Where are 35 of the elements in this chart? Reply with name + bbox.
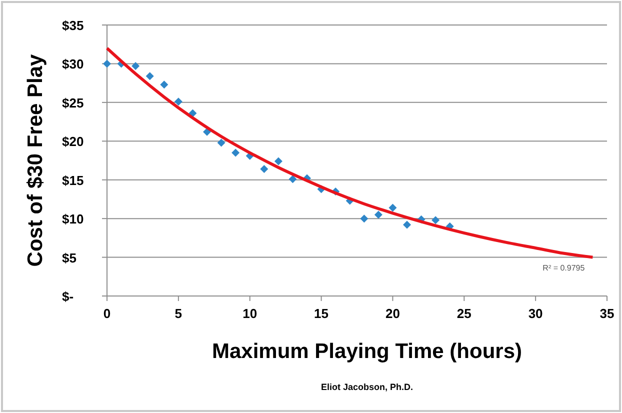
point <box>174 98 182 106</box>
y-tick-label: $5 <box>62 250 76 266</box>
y-tick-label: $35 <box>62 18 84 33</box>
annotation: R² = 0.9795 <box>542 263 586 272</box>
point <box>432 216 440 224</box>
x-tick-label: 5 <box>174 306 182 321</box>
point <box>232 148 240 157</box>
x-tick-label: 30 <box>528 306 543 321</box>
point <box>288 175 297 184</box>
point <box>388 204 397 212</box>
y-tick-label: $- <box>62 289 74 304</box>
point <box>274 157 282 166</box>
point <box>132 62 140 70</box>
y-axis-title: Cost of $30 Free Play <box>24 54 47 267</box>
x-tick-label: 20 <box>385 306 400 321</box>
y-tick-label: $25 <box>62 95 84 110</box>
point <box>146 72 154 80</box>
x-axis-title: Maximum Playing Time (hours) <box>212 340 522 363</box>
x-tick-label: 35 <box>600 306 614 321</box>
x-tick-label: 15 <box>314 306 329 321</box>
point <box>260 165 268 174</box>
text: Eliot Jacobson, Ph.D. <box>320 382 414 392</box>
line-series <box>106 46 594 259</box>
point <box>360 214 368 223</box>
y-tick-label: $15 <box>62 172 84 188</box>
y-tick-label: $20 <box>62 134 84 150</box>
point <box>374 210 382 219</box>
point <box>160 80 168 89</box>
point <box>217 138 226 147</box>
y-tick-label: $30 <box>62 56 84 72</box>
y-tick-label: $10 <box>62 212 84 227</box>
x-tick-label: 25 <box>456 306 472 321</box>
x-tick-label: 0 <box>103 306 111 321</box>
point <box>403 220 411 229</box>
x-tick-label: 10 <box>242 306 258 321</box>
